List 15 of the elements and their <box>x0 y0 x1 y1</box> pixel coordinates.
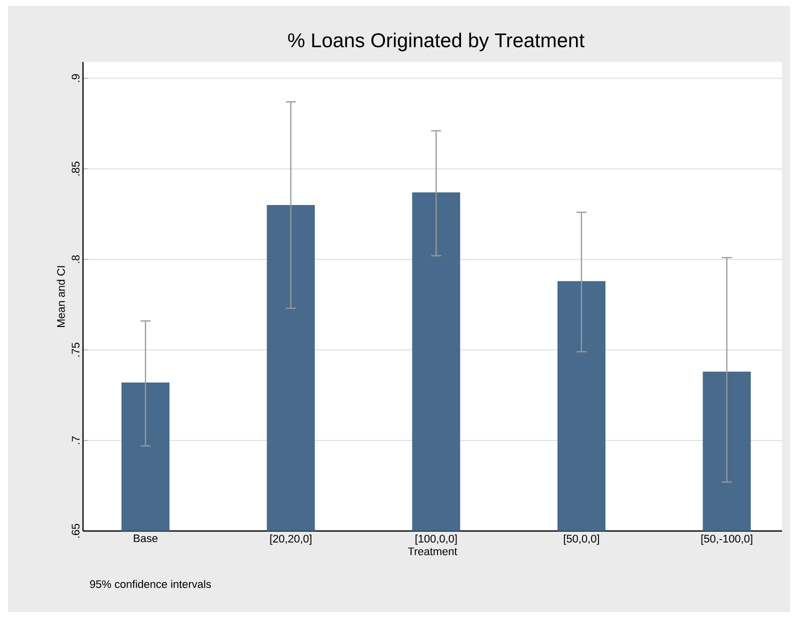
y-axis-title: Mean and CI <box>56 266 65 327</box>
y-tick-label: .85 <box>72 162 80 176</box>
y-tick-label: .7 <box>72 436 80 444</box>
y-tick-label: .8 <box>72 255 80 263</box>
x-axis-title: Treatment <box>408 548 458 556</box>
x-tick-label: [50,-100,0] <box>701 534 752 545</box>
y-tick-label: .9 <box>72 74 80 82</box>
chart-title: % Loans Originated by Treatment <box>288 32 584 52</box>
y-tick-label: .75 <box>72 342 80 357</box>
y-tick-label: .65 <box>72 524 80 538</box>
x-tick-label: Base <box>134 534 158 542</box>
x-tick-label: [50,0,0] <box>564 534 599 545</box>
x-tick-label: [100,0,0] <box>416 534 457 545</box>
text: 95% confidence intervals <box>90 580 211 588</box>
x-tick-label: [20,20,0] <box>270 534 312 545</box>
